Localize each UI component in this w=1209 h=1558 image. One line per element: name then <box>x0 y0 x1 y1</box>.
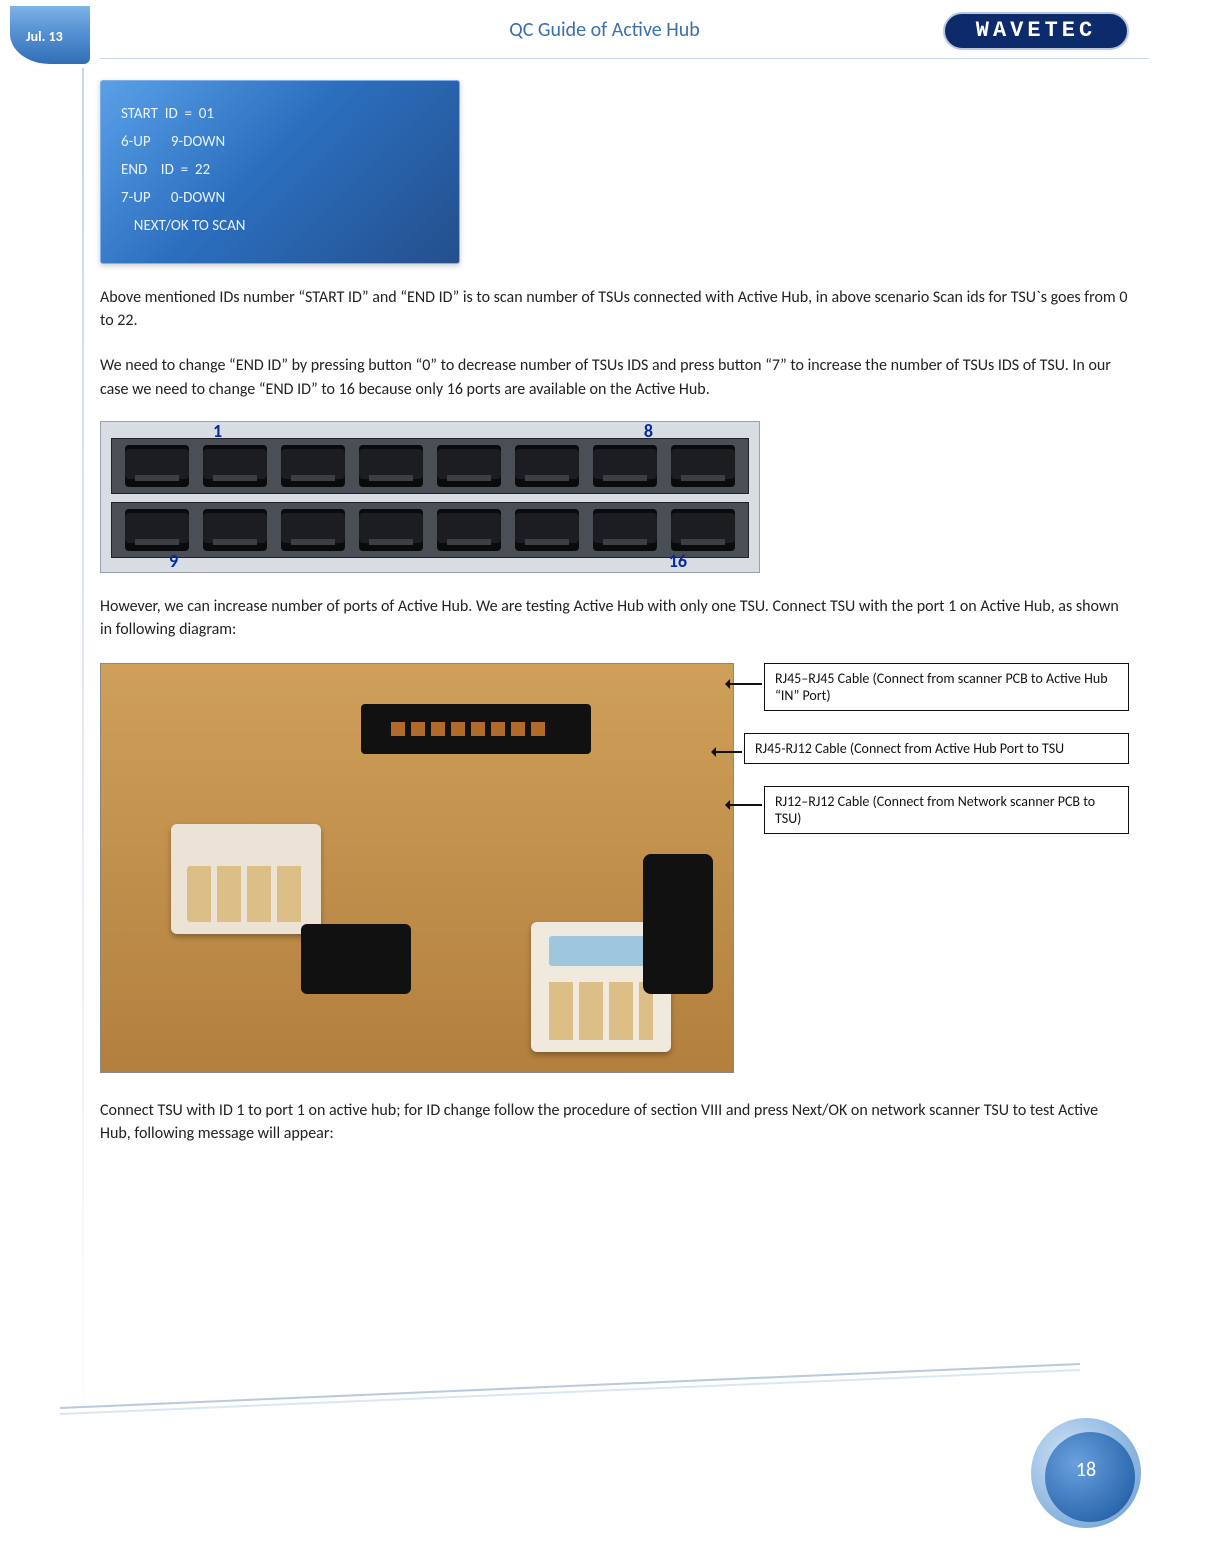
hub-port <box>125 509 189 551</box>
page-header: Jul. 13 QC Guide of Active Hub WAVETEC <box>0 0 1209 74</box>
hub-ports-figure: 1 8 9 16 <box>100 421 760 573</box>
photo-active-hub <box>361 704 591 754</box>
hub-port <box>359 445 423 487</box>
hub-port <box>437 445 501 487</box>
hub-label-8: 8 <box>644 420 653 442</box>
hub-port <box>281 445 345 487</box>
hub-port <box>671 445 735 487</box>
brand-logo: WAVETEC <box>943 12 1129 50</box>
hub-port <box>125 445 189 487</box>
arrow-icon <box>728 804 762 806</box>
header-divider <box>100 58 1149 59</box>
hub-label-9: 9 <box>169 550 178 572</box>
callout-rj12-rj12: RJ12–RJ12 Cable (Connect from Network sc… <box>764 786 1129 834</box>
hub-port <box>359 509 423 551</box>
setup-photo <box>100 663 734 1073</box>
hub-port <box>515 509 579 551</box>
paragraph-4: Connect TSU with ID 1 to port 1 on activ… <box>100 1099 1129 1145</box>
lcd-display-panel: START ID = 01 6-UP 9-DOWN END ID = 22 7-… <box>100 80 460 264</box>
hub-port <box>671 509 735 551</box>
callout-column: RJ45–RJ45 Cable (Connect from scanner PC… <box>764 663 1129 834</box>
lcd-line-1: START ID = 01 <box>121 105 439 123</box>
paragraph-3: However, we can increase number of ports… <box>100 595 1129 641</box>
photo-tsu-left <box>171 824 321 934</box>
photo-psu-1 <box>301 924 411 994</box>
hub-row-top <box>111 438 749 494</box>
hub-port <box>593 509 657 551</box>
paragraph-2: We need to change “END ID” by pressing b… <box>100 354 1129 400</box>
page-content: START ID = 01 6-UP 9-DOWN END ID = 22 7-… <box>100 80 1129 1146</box>
footer-diagonal-line <box>60 1358 1080 1418</box>
hub-row-bottom <box>111 502 749 558</box>
left-margin-rule <box>82 68 84 1468</box>
lcd-line-3: END ID = 22 <box>121 161 439 179</box>
setup-diagram-row: RJ45–RJ45 Cable (Connect from scanner PC… <box>100 663 1129 1073</box>
hub-port <box>203 445 267 487</box>
hub-port <box>593 445 657 487</box>
hub-label-16: 16 <box>669 550 687 572</box>
lcd-line-5: NEXT/OK TO SCAN <box>121 217 439 235</box>
hub-port <box>515 445 579 487</box>
photo-psu-2 <box>643 854 713 994</box>
lcd-line-2: 6-UP 9-DOWN <box>121 133 439 151</box>
hub-port <box>281 509 345 551</box>
callout-rj45-rj12: RJ45-RJ12 Cable (Connect from Active Hub… <box>744 733 1129 764</box>
hub-port <box>203 509 267 551</box>
arrow-icon <box>714 751 742 753</box>
page-number-badge: 18 <box>1031 1418 1141 1528</box>
paragraph-1: Above mentioned IDs number “START ID” an… <box>100 286 1129 332</box>
lcd-line-4: 7-UP 0-DOWN <box>121 189 439 207</box>
arrow-icon <box>728 683 762 685</box>
callout-rj45-rj45: RJ45–RJ45 Cable (Connect from scanner PC… <box>764 663 1129 711</box>
hub-label-1: 1 <box>213 420 222 442</box>
hub-port <box>437 509 501 551</box>
page-number: 18 <box>1031 1458 1141 1482</box>
